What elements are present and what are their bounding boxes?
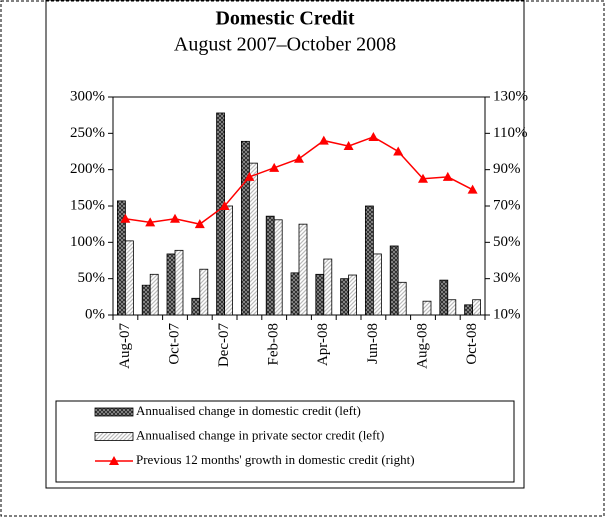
y-tick-label: 100% [70, 234, 105, 250]
chart-frame [45, 0, 525, 489]
line-marker [244, 171, 255, 181]
line-marker [393, 146, 404, 156]
bar [224, 205, 234, 316]
y2-tick-label: 110% [493, 125, 527, 141]
chart-title: Domestic Credit [215, 8, 354, 30]
bar [125, 240, 134, 316]
line-marker [170, 213, 180, 223]
y2-tick-label: 90% [493, 161, 521, 177]
x-tick-label: Aug-07 [117, 323, 133, 369]
bar [472, 299, 482, 316]
line-marker [418, 173, 428, 183]
bar [298, 223, 308, 316]
line-marker [467, 184, 478, 194]
legend-label: Annualised change in domestic credit (le… [136, 403, 361, 418]
bar [240, 140, 250, 316]
y2-tick-label: 130% [493, 88, 528, 104]
y2-tick-label: 70% [493, 197, 521, 213]
x-tick-label: Aug-08 [414, 323, 430, 369]
bar [439, 279, 449, 316]
y-tick-label: 250% [70, 125, 105, 141]
x-tick-label: Dec-07 [216, 323, 232, 368]
bar [166, 253, 176, 316]
bar [447, 299, 457, 316]
y-tick-label: 200% [70, 161, 105, 177]
line-marker [343, 141, 354, 151]
y2-tick-label: 30% [493, 270, 521, 286]
line-marker [194, 219, 205, 229]
bar [323, 258, 333, 316]
x-tick-label: Feb-08 [266, 323, 282, 366]
bar [389, 245, 399, 316]
bar [265, 215, 275, 316]
x-tick-label: Oct-07 [166, 323, 182, 365]
legend-swatch [94, 407, 134, 417]
bar [248, 162, 258, 316]
bar [199, 268, 209, 316]
bar [397, 281, 407, 316]
legend-label: Previous 12 months' growth in domestic c… [136, 452, 415, 467]
line-marker [145, 217, 156, 227]
line-marker [120, 213, 131, 223]
x-tick-label: Apr-08 [315, 323, 331, 366]
bar [315, 273, 325, 316]
bar [216, 112, 226, 316]
line-marker [442, 171, 453, 181]
x-tick-label: Oct-08 [464, 323, 480, 365]
bar [348, 274, 358, 316]
bar [364, 205, 374, 316]
bar [422, 300, 432, 316]
bar [273, 219, 283, 316]
y2-tick-label: 10% [493, 306, 521, 322]
bar [174, 249, 184, 316]
chart-subtitle: August 2007–October 2008 [174, 34, 396, 56]
y-tick-label: 50% [78, 270, 106, 286]
y2-tick-label: 50% [493, 234, 521, 250]
y-tick-label: 0% [85, 306, 105, 322]
line-marker [368, 131, 379, 141]
line-marker [318, 135, 329, 145]
y-tick-label: 150% [70, 197, 105, 213]
legend-label: Annualised change in private sector cred… [136, 427, 384, 442]
x-tick-label: Jun-08 [365, 323, 381, 364]
legend-marker [109, 456, 119, 465]
bar [290, 272, 300, 316]
bar [372, 253, 382, 316]
line-marker [269, 162, 280, 172]
bar [464, 304, 474, 316]
bar [191, 297, 201, 316]
bar [149, 273, 159, 316]
y-tick-label: 300% [70, 88, 105, 104]
bar [340, 278, 350, 316]
legend-swatch [94, 432, 134, 441]
line-marker [294, 153, 304, 163]
line-marker [219, 201, 230, 210]
bar [141, 284, 151, 316]
